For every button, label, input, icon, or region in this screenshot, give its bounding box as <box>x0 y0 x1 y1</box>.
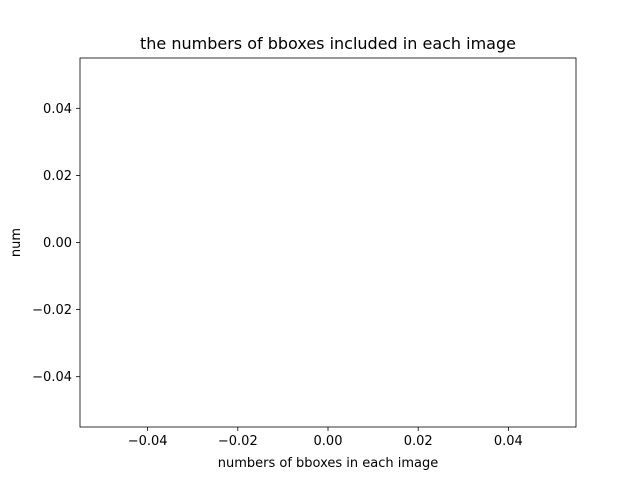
y-tick-label: 0.02 <box>43 169 72 184</box>
x-tick-label: 0.02 <box>404 434 433 449</box>
y-axis-ticks: −0.04 −0.02 0.00 0.02 0.04 <box>32 102 80 385</box>
x-tick-label: 0.00 <box>314 434 343 449</box>
axes-frame <box>79 57 577 428</box>
x-axis-ticks: −0.04 −0.02 0.00 0.02 0.04 <box>128 427 523 449</box>
y-tick-label: −0.02 <box>32 303 72 318</box>
x-axis-label: numbers of bboxes in each image <box>218 456 439 471</box>
y-axis-label: num <box>9 228 24 257</box>
x-tick-label: −0.04 <box>128 434 168 449</box>
y-tick-label: −0.04 <box>32 370 72 385</box>
plot-area <box>80 58 576 427</box>
y-tick-label: 0.04 <box>43 102 72 117</box>
x-tick-label: −0.02 <box>218 434 258 449</box>
y-tick-label: 0.00 <box>43 236 72 251</box>
x-tick-label: 0.04 <box>494 434 523 449</box>
chart-title: the numbers of bboxes included in each i… <box>140 34 516 53</box>
